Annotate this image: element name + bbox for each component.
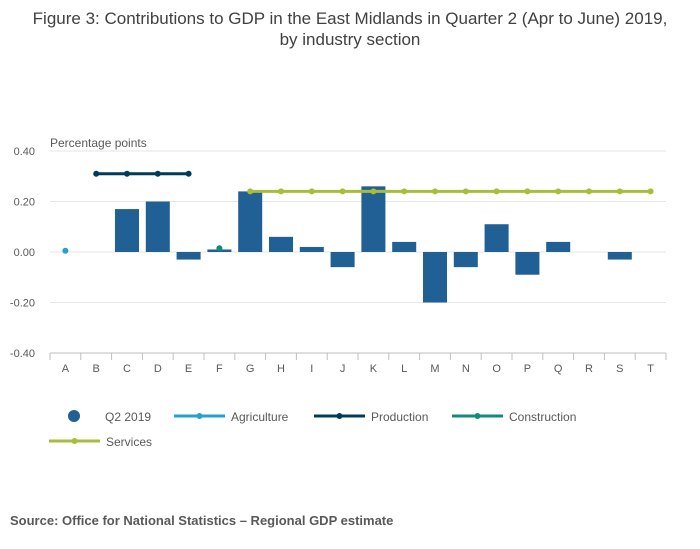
point-services-J xyxy=(339,188,346,195)
legend-marker-services xyxy=(71,438,78,444)
point-services-S xyxy=(616,188,623,195)
x-tick-label: R xyxy=(585,363,593,375)
y-tick-label: -0.40 xyxy=(10,348,35,360)
y-tick-label: 0.40 xyxy=(14,146,35,158)
x-tick-label: G xyxy=(246,363,255,375)
bar-G xyxy=(238,191,263,252)
bar-P xyxy=(515,252,540,275)
source-note: Source: Office for National Statistics –… xyxy=(10,513,394,528)
gridlines xyxy=(50,150,666,354)
bar-S xyxy=(607,252,632,260)
legend-marker-construction xyxy=(474,413,481,419)
x-tick-label: M xyxy=(430,363,439,375)
point-services-K xyxy=(370,188,377,195)
point-services-Q xyxy=(555,188,562,195)
point-services-T xyxy=(647,188,654,195)
bar-K xyxy=(361,186,386,252)
bar-E xyxy=(176,252,201,260)
point-services-H xyxy=(278,188,284,195)
y-tick-label: 0.20 xyxy=(14,197,35,209)
point-agriculture-A xyxy=(62,247,69,254)
bar-M xyxy=(422,252,448,303)
point-services-P xyxy=(524,188,531,195)
x-tick-label: N xyxy=(462,363,470,375)
point-services-I xyxy=(308,188,315,195)
x-tick-label: I xyxy=(310,363,313,375)
legend: Q2 2019 Agriculture Production Construction… xyxy=(49,410,576,449)
point-services-R xyxy=(586,188,592,195)
bar-C xyxy=(114,209,140,252)
point-services-G xyxy=(247,188,254,195)
bar-L xyxy=(392,241,417,252)
x-tick-label: F xyxy=(216,363,223,375)
legend-marker-agriculture xyxy=(196,413,203,419)
x-tick-label: Q xyxy=(554,363,563,375)
legend-marker-production xyxy=(336,413,343,419)
point-production-D xyxy=(154,170,161,177)
bar-H xyxy=(268,236,294,252)
point-services-N xyxy=(462,188,469,195)
point-production-E xyxy=(185,170,192,177)
point-production-C xyxy=(124,170,130,177)
x-tick-label: T xyxy=(647,363,654,375)
x-tick-label: H xyxy=(277,363,285,375)
legend-label-production: Production xyxy=(371,410,428,424)
legend-label-construction: Construction xyxy=(509,410,576,424)
x-tick-label: O xyxy=(492,363,501,375)
x-tick-label: D xyxy=(154,363,162,375)
legend-label-q2-2019: Q2 2019 xyxy=(105,410,151,424)
x-tick-label: S xyxy=(616,363,623,375)
bar-J xyxy=(330,252,355,268)
point-production-B xyxy=(93,170,100,177)
bar-O xyxy=(484,224,509,252)
y-tick-label: -0.20 xyxy=(10,298,35,310)
y-axis-label: Percentage points xyxy=(50,136,147,150)
y-tick-label: 0.00 xyxy=(14,247,35,259)
bar-series xyxy=(114,186,632,303)
x-tick-label: P xyxy=(524,363,531,375)
bar-D xyxy=(145,201,170,252)
bar-N xyxy=(453,252,478,268)
x-tick-label: K xyxy=(370,363,378,375)
y-tick-labels: 0.40 0.20 0.00 -0.20 -0.40 xyxy=(10,146,35,360)
point-construction-F xyxy=(216,245,223,252)
x-tick-label: C xyxy=(123,363,131,375)
chart-title: Figure 3: Contributions to GDP in the Ea… xyxy=(32,9,668,49)
point-services-M xyxy=(432,188,438,195)
legend-label-services: Services xyxy=(106,435,152,449)
bar-Q xyxy=(546,241,571,252)
x-axis: A B C D E F G H I J K L M N O P Q R S T xyxy=(49,352,667,375)
bar-I xyxy=(299,246,324,252)
point-services-L xyxy=(401,188,408,195)
line-series xyxy=(62,170,654,254)
point-services-O xyxy=(493,188,500,195)
legend-label-agriculture: Agriculture xyxy=(231,410,289,424)
x-tick-label: L xyxy=(401,363,407,375)
legend-marker-q2-2019 xyxy=(68,410,80,422)
x-tick-label: E xyxy=(185,363,192,375)
x-tick-label: B xyxy=(93,363,100,375)
x-tick-label: A xyxy=(62,363,70,375)
x-tick-label: J xyxy=(340,363,346,375)
